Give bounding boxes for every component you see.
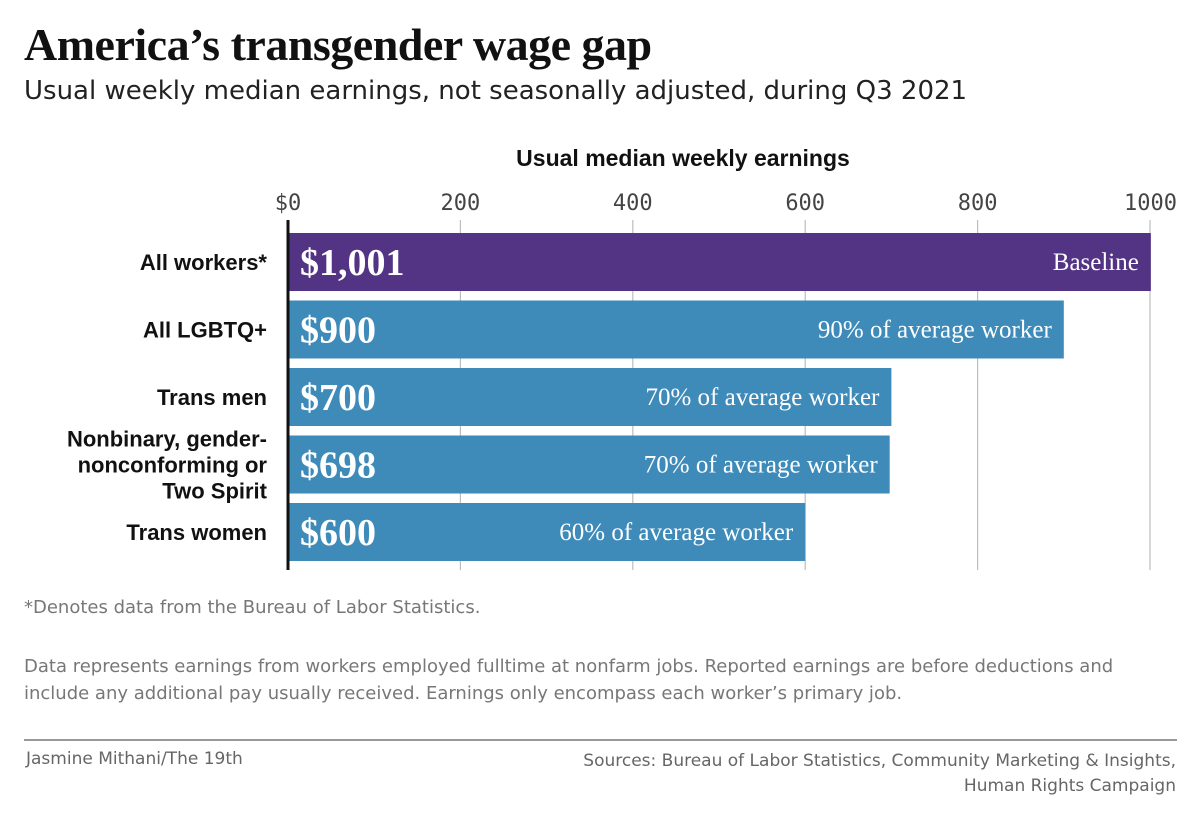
category-label: All LGBTQ+ — [143, 318, 267, 343]
bar — [288, 435, 890, 494]
bar-value-label: $900 — [300, 310, 376, 352]
category-label: Two Spirit — [162, 479, 267, 504]
category-label: Trans men — [157, 385, 267, 410]
x-tick-label: 200 — [441, 191, 481, 216]
bar-value-label: $698 — [300, 445, 376, 487]
chart-title: America’s transgender wage gap — [24, 19, 652, 70]
bar — [288, 503, 806, 561]
bar — [288, 300, 1064, 359]
chart-subtitle: Usual weekly median earnings, not season… — [24, 76, 968, 106]
category-label: Trans women — [126, 520, 267, 545]
footnote: *Denotes data from the Bureau of Labor S… — [24, 597, 481, 618]
x-tick-label: $0 — [275, 191, 302, 216]
divider — [24, 739, 1177, 741]
credit: Jasmine Mithani/The 19th — [26, 749, 243, 769]
bar — [288, 233, 1151, 291]
bar — [288, 368, 892, 426]
bar-note-label: 90% of average worker — [818, 317, 1053, 344]
bar-note-label: 70% of average worker — [645, 384, 880, 411]
sources: Sources: Bureau of Labor Statistics, Com… — [583, 749, 1176, 799]
bar-note-label: Baseline — [1053, 249, 1139, 276]
x-tick-label: 400 — [613, 191, 653, 216]
bar-note-label: 60% of average worker — [559, 519, 794, 546]
x-axis-title: Usual median weekly earnings — [516, 145, 850, 171]
bar-note-label: 70% of average worker — [644, 452, 879, 479]
category-label: All workers* — [140, 250, 268, 275]
bar-value-label: $600 — [300, 512, 376, 554]
bar-value-label: $1,001 — [300, 242, 405, 284]
x-tick-label: 1000 — [1124, 191, 1177, 216]
category-label: nonconforming or — [78, 453, 268, 478]
bar-chart: Usual median weekly earnings $0 200 400 600… — [67, 145, 1177, 570]
sources-line: Sources: Bureau of Labor Statistics, Com… — [583, 751, 1176, 771]
x-tick-label: 800 — [958, 191, 998, 216]
x-tick-label: 600 — [785, 191, 825, 216]
bar-value-label: $700 — [300, 377, 376, 419]
data-description: Data represents earnings from workers em… — [24, 656, 1114, 704]
sources-line: Human Rights Campaign — [963, 776, 1176, 796]
category-label: Nonbinary, gender- — [67, 427, 267, 452]
